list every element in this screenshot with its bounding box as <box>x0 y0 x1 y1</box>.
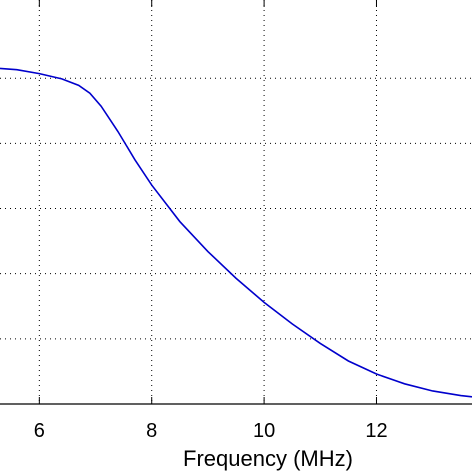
x-axis-title: Frequency (MHz) <box>183 446 353 471</box>
grid <box>0 0 472 404</box>
x-tick-label-6: 6 <box>34 420 45 442</box>
series-layer <box>0 67 472 398</box>
x-tick-label-10: 10 <box>253 420 275 442</box>
series-line-0 <box>0 67 472 398</box>
tick-labels: 6 8 10 12 <box>34 420 388 442</box>
x-tick-label-8: 8 <box>146 420 157 442</box>
x-tick-label-12: 12 <box>365 420 387 442</box>
axes <box>0 0 472 405</box>
